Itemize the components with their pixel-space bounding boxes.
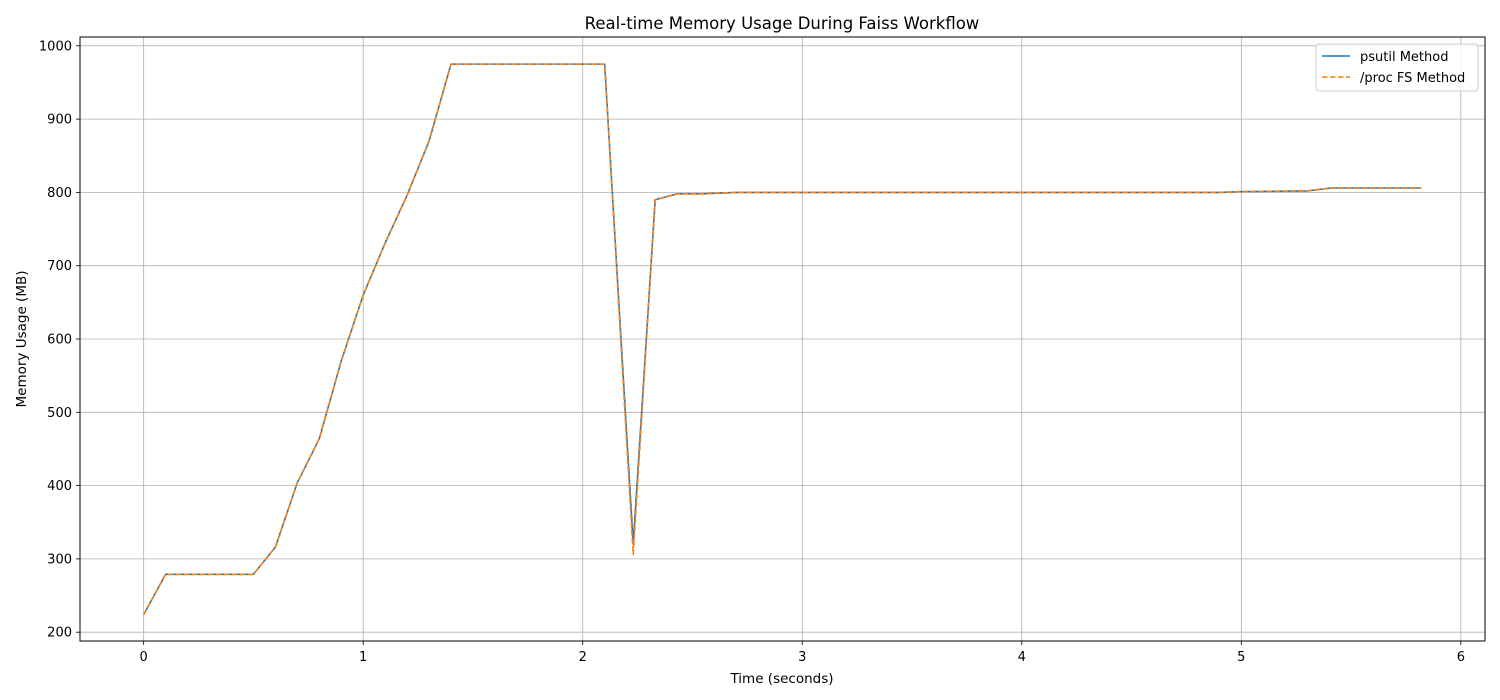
y-tick-label: 400	[47, 479, 72, 494]
y-axis-label: Memory Usage (MB)	[14, 271, 30, 408]
y-tick-label: 1000	[39, 39, 72, 54]
y-tick-label: 500	[47, 406, 72, 421]
x-tick-label: 2	[579, 650, 587, 665]
legend-label-psutil: psutil Method	[1360, 50, 1448, 65]
x-axis: 0 1 2 3 4 5 6	[140, 641, 1465, 665]
series-layer	[142, 63, 1422, 615]
x-tick-label: 0	[140, 650, 148, 665]
x-tick-label: 6	[1457, 650, 1465, 665]
legend: psutil Method /proc FS Method	[1315, 43, 1479, 92]
y-tick-label: 300	[47, 552, 72, 567]
x-tick-label: 3	[798, 650, 806, 665]
y-tick-label: 600	[47, 333, 72, 348]
y-tick-label: 800	[47, 186, 72, 201]
y-tick-label: 700	[47, 259, 72, 274]
legend-box	[1315, 43, 1479, 92]
chart-title: Real-time Memory Usage During Faiss Work…	[585, 14, 980, 33]
x-tick-label: 5	[1237, 650, 1245, 665]
y-tick-label: 900	[47, 113, 72, 128]
x-axis-label: Time (seconds)	[729, 671, 833, 687]
x-tick-label: 1	[359, 650, 367, 665]
legend-label-procfs: /proc FS Method	[1360, 71, 1465, 86]
y-axis: 200 300 400 500 600 700 800 900 1000	[39, 39, 80, 641]
series-line-procfs	[142, 63, 1422, 615]
x-tick-label: 4	[1018, 650, 1026, 665]
y-tick-label: 200	[47, 626, 72, 641]
